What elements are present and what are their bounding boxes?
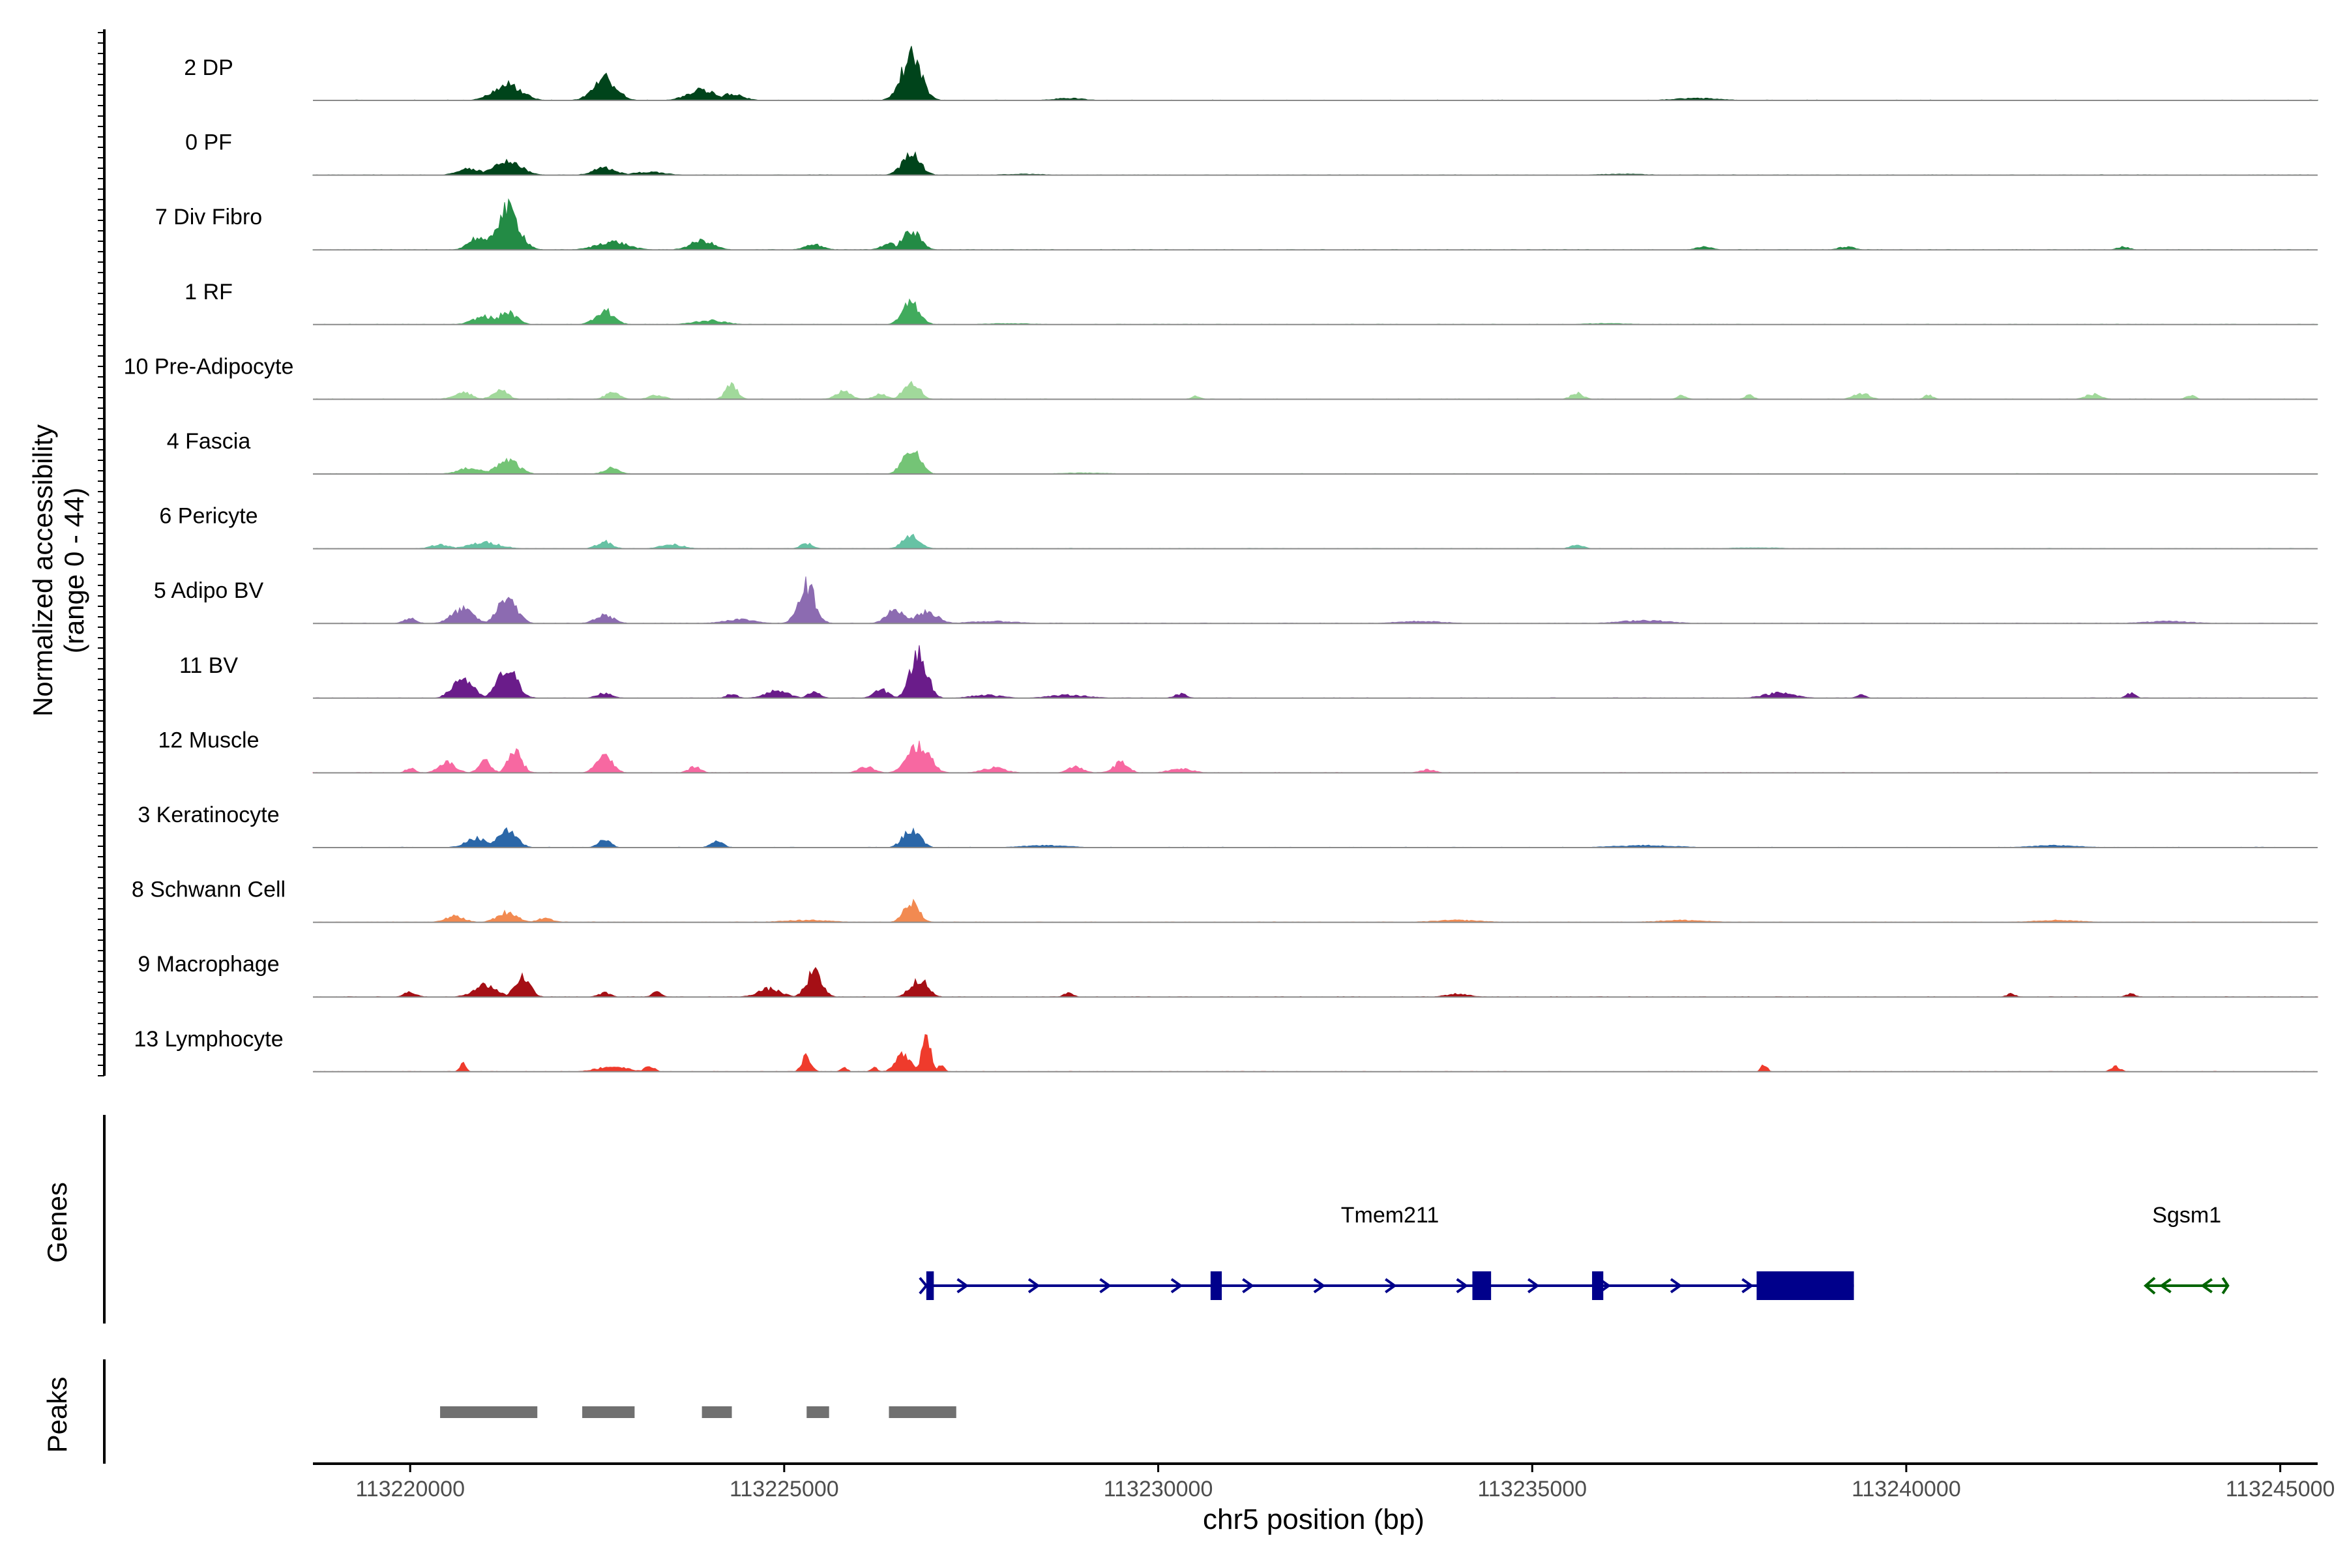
track-label: 0 PF [185, 130, 232, 155]
x-tick-label: 113235000 [1477, 1477, 1587, 1501]
track-label: 11 BV [179, 653, 238, 678]
gene-end-tick [2221, 1277, 2230, 1295]
y-axis-label: Normalized accessibility [27, 424, 58, 717]
strand-arrow [1670, 1278, 1683, 1294]
exon [1592, 1271, 1604, 1300]
gene-name: Tmem211 [1341, 1203, 1439, 1228]
track-8: 5 Adipo BV [154, 576, 2318, 625]
y-axis-range-label: (range 0 - 44) [59, 488, 89, 653]
track-label: 4 Fascia [167, 429, 251, 454]
x-tick-label: 113220000 [355, 1477, 465, 1501]
track-label: 3 Keratinocyte [138, 803, 279, 827]
track-13: 9 Macrophage [138, 952, 2318, 998]
gene-sgsm1: Sgsm1 [2144, 1203, 2230, 1295]
track-label: 9 Macrophage [138, 952, 279, 977]
gene-tmem211: Tmem211 [919, 1203, 1854, 1300]
gene-name: Sgsm1 [2152, 1203, 2221, 1228]
track-9: 11 BV [179, 645, 2318, 699]
strand-arrow [2159, 1278, 2172, 1294]
strand-arrow [956, 1278, 969, 1294]
track-4: 1 RF [185, 280, 2318, 325]
track-label: 10 Pre-Adipocyte [124, 354, 294, 379]
x-axis: 113220000 113225000 113230000 113235000 1132… [313, 1462, 2335, 1501]
track-label: 8 Schwann Cell [132, 878, 286, 902]
genes-track-label: Genes [42, 1182, 72, 1263]
exon [1756, 1271, 1854, 1300]
track-7: 6 Pericyte [159, 504, 2318, 550]
gene-annotation-track: Tmem211 Sgsm1 [103, 1115, 2230, 1324]
strand-arrow [1385, 1278, 1397, 1294]
strand-arrow [1741, 1278, 1754, 1294]
peak-region [806, 1406, 829, 1418]
peak-region [701, 1406, 732, 1418]
strand-arrow [1170, 1278, 1183, 1294]
peak-region [440, 1406, 538, 1418]
track-label: 2 DP [184, 55, 233, 80]
peaks-track-label: Peaks [42, 1377, 72, 1453]
x-axis-label: chr5 position (bp) [1203, 1503, 1424, 1535]
track-5: 10 Pre-Adipocyte [124, 354, 2318, 400]
strand-arrow [1242, 1278, 1254, 1294]
coverage-tracks: 2 DP 0 PF 7 Div Fibro 1 RF 10 Pre-Adipocyte 4… [124, 46, 2318, 1072]
track-6: 4 Fascia [167, 429, 2318, 475]
track-label: 5 Adipo BV [154, 578, 264, 603]
peaks-track [103, 1359, 956, 1464]
strand-arrow [1099, 1278, 1112, 1294]
exon [926, 1271, 934, 1300]
strand-arrow [1313, 1278, 1326, 1294]
track-2: 0 PF [185, 130, 2318, 176]
track-12: 8 Schwann Cell [132, 878, 2318, 923]
track-14: 13 Lymphocyte [134, 1027, 2318, 1072]
strand-arrow [1456, 1278, 1469, 1294]
exon [1210, 1271, 1222, 1300]
track-11: 3 Keratinocyte [138, 803, 2318, 848]
track-label: 1 RF [185, 280, 233, 304]
strand-arrow [2144, 1277, 2156, 1295]
x-tick-label: 113225000 [730, 1477, 839, 1501]
track-3: 7 Div Fibro [155, 198, 2318, 251]
y-axis [98, 29, 106, 1076]
strand-arrow [2200, 1278, 2213, 1294]
strand-arrow [1527, 1278, 1540, 1294]
peak-region [889, 1406, 956, 1418]
exon [1472, 1271, 1492, 1300]
x-tick-label: 113245000 [2226, 1477, 2335, 1501]
track-label: 6 Pericyte [159, 504, 258, 529]
track-1: 2 DP [184, 46, 2318, 101]
track-label: 13 Lymphocyte [134, 1027, 283, 1052]
strand-arrow [1027, 1278, 1041, 1294]
peak-region [582, 1406, 635, 1418]
track-label: 7 Div Fibro [155, 205, 262, 229]
track-10: 12 Muscle [158, 728, 2318, 774]
track-label: 12 Muscle [158, 728, 259, 752]
x-tick-label: 113240000 [1852, 1477, 1961, 1501]
x-tick-label: 113230000 [1104, 1477, 1213, 1501]
